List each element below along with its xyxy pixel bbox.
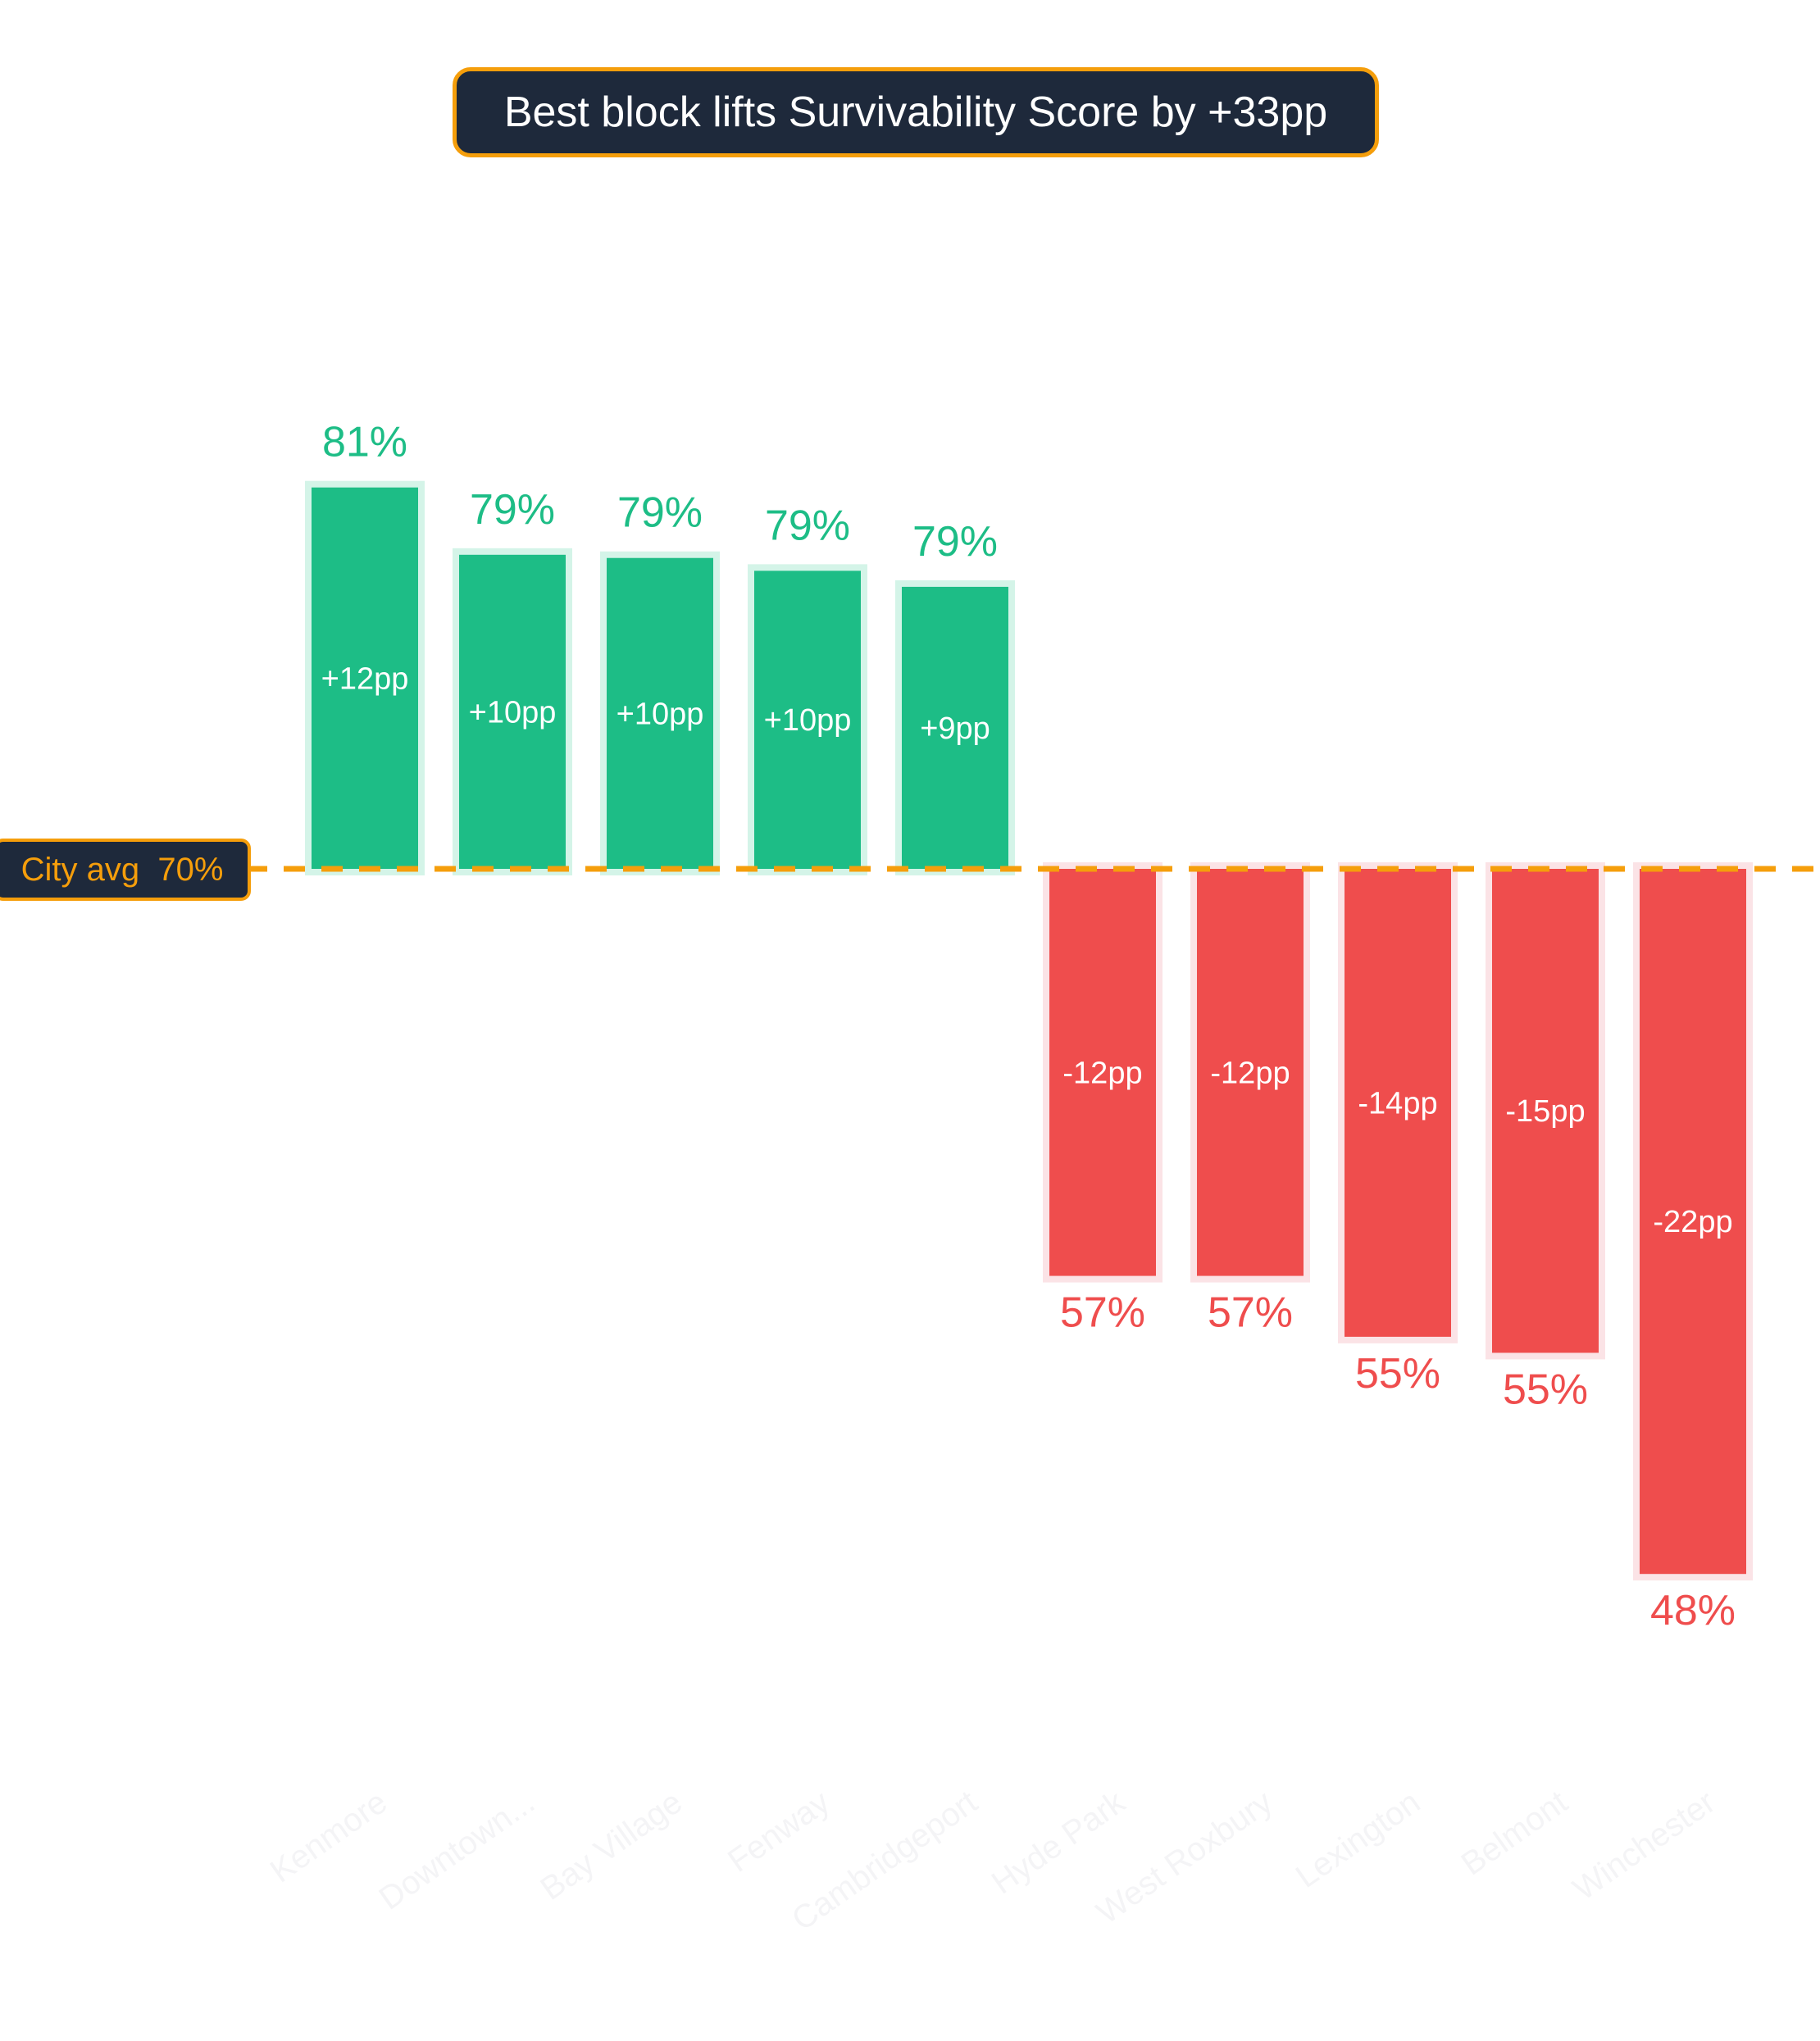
category-label: Bay Village — [535, 1784, 689, 1907]
bar — [1049, 869, 1156, 1276]
category-label: Hyde Park — [985, 1784, 1132, 1902]
value-label: 79% — [617, 489, 703, 537]
value-label: 48% — [1650, 1587, 1736, 1634]
delta-label: -14pp — [1358, 1086, 1437, 1121]
value-label: 79% — [765, 502, 850, 549]
value-label: 55% — [1355, 1350, 1440, 1398]
delta-label: -15pp — [1505, 1094, 1585, 1129]
bar — [754, 570, 861, 869]
category-label: Lexington — [1290, 1784, 1426, 1895]
bar — [902, 586, 1008, 869]
value-label: 79% — [912, 518, 998, 566]
bars-layer — [305, 480, 1753, 1581]
bar — [1345, 869, 1451, 1337]
delta-label: -12pp — [1210, 1056, 1290, 1090]
delta-label: +10pp — [469, 695, 557, 730]
city-average-label: City avg 70% — [0, 839, 251, 901]
bar — [607, 557, 713, 869]
delta-label: +9pp — [920, 711, 990, 746]
delta-label: -12pp — [1062, 1056, 1142, 1090]
category-label: Belmont — [1455, 1784, 1574, 1882]
value-label: 57% — [1208, 1289, 1293, 1337]
bar — [1197, 869, 1304, 1276]
chart-title: Best block lifts Survivability Score by … — [453, 67, 1379, 157]
bar — [459, 554, 566, 869]
value-label: 57% — [1060, 1289, 1145, 1337]
value-label: 81% — [322, 419, 407, 466]
delta-label: +12pp — [321, 661, 409, 696]
category-label: Fenway — [721, 1784, 836, 1879]
delta-label: +10pp — [764, 703, 852, 738]
delta-label: +10pp — [617, 697, 704, 731]
bar — [312, 487, 418, 869]
value-label: 55% — [1503, 1366, 1588, 1413]
value-label: 79% — [470, 486, 555, 534]
bar — [1492, 869, 1599, 1353]
category-label: Winchester — [1567, 1784, 1722, 1907]
bar — [1640, 869, 1746, 1575]
delta-label: -22pp — [1653, 1205, 1732, 1239]
category-label: Kenmore — [264, 1784, 394, 1889]
category-label: Downtown... — [373, 1784, 542, 1916]
